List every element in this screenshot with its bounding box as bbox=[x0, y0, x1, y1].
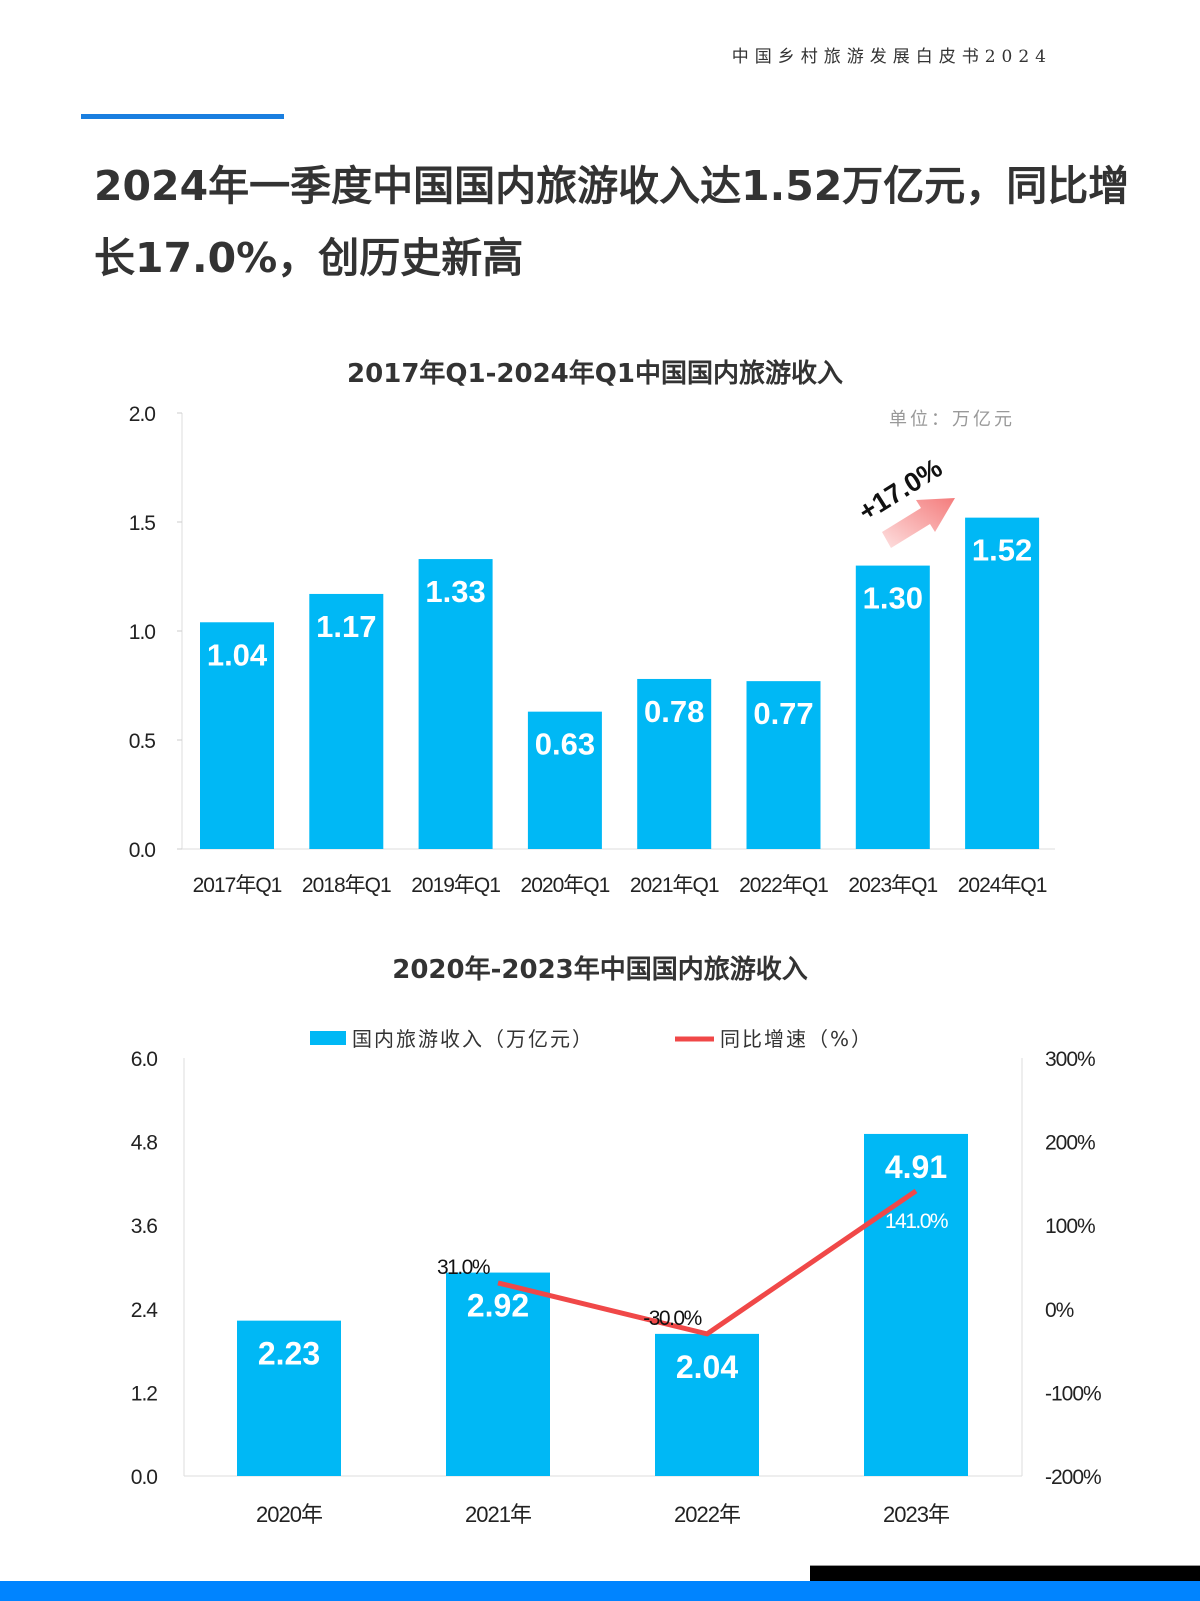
growth-line bbox=[497, 1188, 918, 1337]
x-tick-label: 2023年Q1 bbox=[848, 874, 937, 897]
y-tick-label: 0.0 bbox=[131, 1466, 158, 1489]
legend-bar-swatch bbox=[310, 1031, 346, 1045]
bar bbox=[418, 559, 493, 849]
bar bbox=[965, 517, 1040, 849]
y-tick-label: 1.2 bbox=[131, 1382, 158, 1405]
y-tick-label: 0.0 bbox=[129, 839, 156, 862]
y-tick-label: 6.0 bbox=[131, 1048, 158, 1071]
y-tick-label: 2.4 bbox=[131, 1299, 159, 1322]
x-tick-label: 2019年Q1 bbox=[411, 874, 500, 897]
document-title: 中国乡村旅游发展白皮书2024 bbox=[731, 47, 1052, 67]
bar bbox=[237, 1320, 341, 1476]
bar bbox=[855, 565, 930, 849]
x-tick-label: 2020年 bbox=[256, 1502, 322, 1527]
bar-value-label: 0.63 bbox=[535, 727, 595, 762]
bar-value-label: 1.33 bbox=[425, 574, 485, 609]
y2-tick-label: 100% bbox=[1045, 1215, 1095, 1238]
x-tick-label: 2021年 bbox=[465, 1502, 531, 1527]
bar-value-label: 4.91 bbox=[885, 1149, 947, 1185]
bar-value-label: 2.04 bbox=[676, 1349, 738, 1385]
y-tick-label: 2.0 bbox=[129, 403, 156, 426]
bar-value-label: 2.92 bbox=[467, 1288, 529, 1324]
line-value-label: 31.0% bbox=[437, 1256, 490, 1279]
y2-tick-label: -200% bbox=[1045, 1466, 1101, 1489]
y-tick-label: 1.0 bbox=[129, 621, 156, 644]
footer-black-bar bbox=[810, 1565, 1200, 1583]
bar-value-label: 0.77 bbox=[753, 696, 813, 731]
bar bbox=[655, 1333, 759, 1476]
legend-bar-label: 国内旅游收入（万亿元） bbox=[352, 1027, 594, 1051]
x-tick-label: 2024年Q1 bbox=[958, 874, 1047, 897]
y2-tick-label: -100% bbox=[1045, 1382, 1101, 1405]
bar-value-label: 1.04 bbox=[207, 637, 268, 672]
line-value-label: 141.0% bbox=[885, 1210, 948, 1233]
growth-arrow-icon bbox=[882, 498, 955, 548]
y-tick-label: 4.8 bbox=[131, 1132, 158, 1155]
bar-value-label: 0.78 bbox=[644, 694, 704, 729]
bar bbox=[746, 681, 821, 849]
page-headline: 2024年一季度中国国内旅游收入达1.52万亿元，同比增长17.0%，创历史新高 bbox=[94, 162, 1130, 282]
bar bbox=[864, 1133, 968, 1476]
bar bbox=[446, 1272, 550, 1476]
bar bbox=[637, 678, 712, 849]
y-tick-label: 1.5 bbox=[129, 512, 156, 535]
chart-title: 2017年Q1-2024年Q1中国国内旅游收入 bbox=[347, 358, 843, 389]
x-tick-label: 2023年 bbox=[883, 1502, 949, 1527]
accent-line bbox=[81, 114, 284, 119]
y2-tick-label: 300% bbox=[1045, 1048, 1095, 1071]
bar-value-label: 2.23 bbox=[258, 1336, 320, 1372]
y2-tick-label: 0% bbox=[1045, 1299, 1074, 1322]
x-tick-label: 2021年Q1 bbox=[630, 874, 719, 897]
bar bbox=[309, 593, 384, 849]
unit-label: 单位：万亿元 bbox=[889, 409, 1015, 430]
line-value-label: -30.0% bbox=[643, 1307, 701, 1330]
x-tick-label: 2017年Q1 bbox=[193, 874, 282, 897]
bar bbox=[527, 711, 602, 849]
x-tick-label: 2018年Q1 bbox=[302, 874, 391, 897]
legend-line-label: 同比增速（%） bbox=[720, 1027, 873, 1051]
bar-value-label: 1.17 bbox=[316, 609, 376, 644]
x-tick-label: 2022年Q1 bbox=[739, 874, 828, 897]
x-tick-label: 2022年 bbox=[674, 1502, 740, 1527]
bar-value-label: 1.30 bbox=[863, 581, 923, 616]
y-tick-label: 3.6 bbox=[131, 1215, 158, 1238]
bar-value-label: 1.52 bbox=[972, 533, 1032, 568]
footer-blue-bar bbox=[0, 1581, 1200, 1601]
bar bbox=[200, 622, 274, 849]
y-tick-label: 0.5 bbox=[129, 730, 156, 753]
chart-title: 2020年-2023年中国国内旅游收入 bbox=[392, 954, 808, 985]
y2-tick-label: 200% bbox=[1045, 1132, 1095, 1155]
x-tick-label: 2020年Q1 bbox=[521, 874, 610, 897]
